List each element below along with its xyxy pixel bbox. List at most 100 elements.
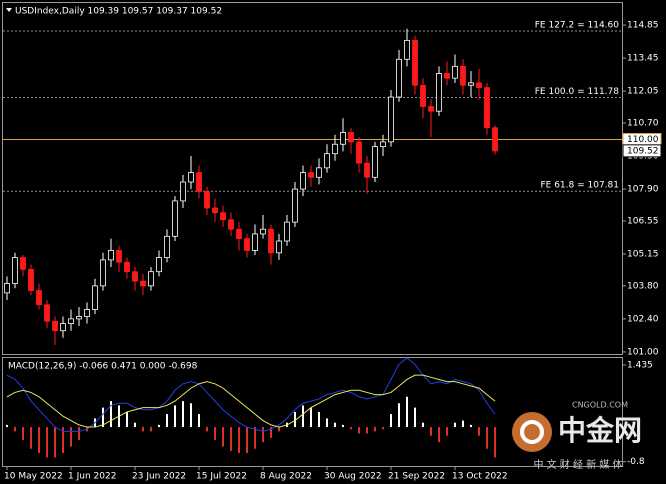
candle-body <box>180 181 186 202</box>
watermark-site: CNGOLD.COM <box>572 401 628 410</box>
candle-body <box>348 132 354 143</box>
histogram-bar <box>334 422 336 428</box>
candle-body <box>260 228 266 235</box>
x-tick-label: 13 Oct 2022 <box>452 472 508 482</box>
histogram-bar <box>230 427 232 451</box>
y-tick-label: 112.05 <box>627 87 659 97</box>
candle-body <box>436 73 442 112</box>
histogram-bar <box>326 418 328 428</box>
histogram-bar <box>30 427 32 449</box>
indicator-line <box>6 374 496 428</box>
x-tick-label: 10 May 2022 <box>4 472 63 482</box>
candle-body <box>276 240 282 254</box>
candle-body <box>100 259 106 287</box>
histogram-bar <box>414 407 416 428</box>
x-tick-label: 1 Jun 2022 <box>68 472 116 482</box>
histogram-bar <box>190 403 192 428</box>
logo <box>512 412 552 452</box>
histogram-bar <box>406 396 408 428</box>
watermark-slogan: 中 文 财 经 新 媒 体 <box>533 458 622 471</box>
histogram-bar <box>238 427 240 454</box>
candle-body <box>404 40 410 60</box>
fibo-label: FE 100.0 = 111.78 <box>535 87 620 97</box>
candle-body <box>28 268 34 291</box>
histogram-bar <box>342 424 344 428</box>
histogram-bar <box>158 424 160 428</box>
candle-body <box>156 257 162 273</box>
candle-body <box>476 82 482 89</box>
candle-body <box>332 143 338 155</box>
histogram-bar <box>422 422 424 428</box>
candle-body <box>228 219 234 230</box>
histogram-bar <box>102 407 104 428</box>
watermark-title: 中金网 <box>558 414 642 447</box>
candle-body <box>132 271 138 282</box>
candle-body <box>68 318 74 325</box>
candle-body <box>468 82 474 86</box>
histogram-bar <box>110 401 112 428</box>
histogram-bar <box>54 427 56 458</box>
histogram-bar <box>278 427 280 432</box>
histogram-bar <box>6 424 8 428</box>
y-tick-label: 103.80 <box>627 281 659 291</box>
histogram-bar <box>398 403 400 428</box>
logo-mark <box>520 420 544 444</box>
candle-body <box>44 304 50 322</box>
histogram-bar <box>262 427 264 443</box>
candle-body <box>20 257 26 270</box>
candle-body <box>324 153 330 169</box>
candle-body <box>428 106 434 112</box>
histogram-bar <box>78 427 80 441</box>
candle-body <box>460 65 466 86</box>
price-panel <box>2 2 623 355</box>
candle-body <box>356 141 362 164</box>
histogram-bar <box>150 427 152 432</box>
x-tick-label: 15 Jul 2022 <box>196 472 247 482</box>
candle-body <box>12 257 18 284</box>
candle-body <box>284 221 290 242</box>
candle-body <box>292 188 298 223</box>
x-tick-label: 8 Aug 2022 <box>260 472 312 482</box>
candle-body <box>108 250 114 261</box>
histogram-bar <box>486 427 488 449</box>
x-tick-label: 30 Aug 2022 <box>324 472 382 482</box>
histogram-bar <box>446 427 448 436</box>
histogram-bar <box>46 427 48 458</box>
candle-body <box>268 228 274 254</box>
histogram-bar <box>366 427 368 434</box>
y-tick-label: 102.40 <box>627 314 659 324</box>
histogram-bar <box>270 427 272 438</box>
histogram-bar <box>142 427 144 432</box>
histogram-bar <box>70 427 72 447</box>
histogram-bar <box>454 422 456 428</box>
bid-label: 109.52 <box>627 146 659 156</box>
histogram-bar <box>14 427 16 432</box>
candle-body <box>60 323 66 332</box>
candle-body <box>340 132 346 145</box>
histogram-bar <box>310 407 312 428</box>
histogram-bar <box>358 427 360 434</box>
histogram-bar <box>62 427 64 454</box>
indicator-line <box>6 357 496 432</box>
histogram-bar <box>390 414 392 428</box>
histogram-bar <box>430 427 432 436</box>
histogram-bar <box>22 427 24 441</box>
fibo-label: FE 61.8 = 107.81 <box>540 181 619 191</box>
candle-body <box>412 40 418 86</box>
histogram-bar <box>470 424 472 428</box>
candle-body <box>364 162 370 178</box>
candle-body <box>308 172 314 178</box>
candle-body <box>252 233 258 251</box>
histogram-bar <box>182 401 184 428</box>
candle-body <box>372 146 378 178</box>
y-tick-label: -0.8 <box>627 457 645 467</box>
histogram-bar <box>350 427 352 430</box>
histogram-bar <box>382 427 384 430</box>
y-tick-label: 1.435 <box>627 360 653 370</box>
histogram-bar <box>206 427 208 432</box>
y-tick-label: 113.45 <box>627 54 659 64</box>
candle-body <box>484 87 490 129</box>
y-tick-label: 106.55 <box>627 216 659 226</box>
histogram-bar <box>166 414 168 428</box>
